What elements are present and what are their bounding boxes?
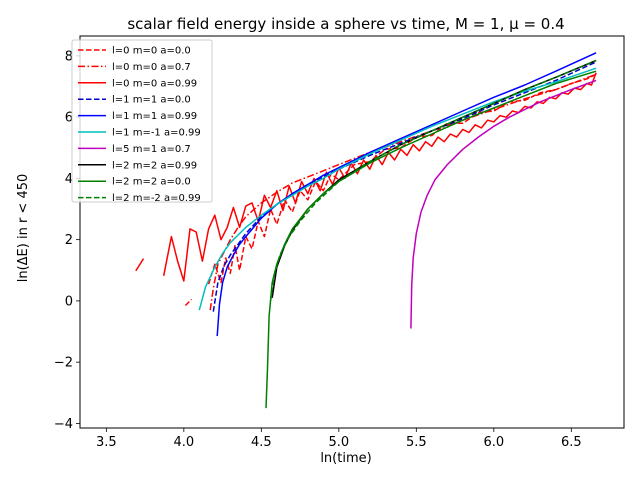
legend-box <box>71 39 213 203</box>
y-tick-label: 8 <box>65 49 73 64</box>
x-axis-label: ln(time) <box>320 451 371 466</box>
series-line-4-segment-0 <box>216 52 597 337</box>
x-axis: 3.5 4.0 4.5 5.0 5.5 6.0 6.5 <box>96 428 582 450</box>
series-line-2-segment-0 <box>135 258 145 272</box>
y-tick-label: 6 <box>65 111 73 126</box>
y-tick-label: −2 <box>54 356 73 371</box>
legend-label: l=1 m=-1 a=0.99 <box>112 128 201 139</box>
legend-label: l=2 m=2 a=0.0 <box>112 177 191 188</box>
chart-title: scalar field energy inside a sphere vs t… <box>127 15 564 33</box>
series-line-0-segment-0 <box>184 298 193 307</box>
x-tick-label: 4.0 <box>173 435 194 450</box>
plot-area <box>135 52 597 409</box>
x-tick-label: 3.5 <box>96 435 117 450</box>
legend-label: l=1 m=1 a=0.0 <box>112 95 191 106</box>
x-tick-label: 5.5 <box>406 435 427 450</box>
series-line-3-segment-0 <box>212 61 597 312</box>
y-axis: −4 −2 0 2 4 6 8 <box>54 49 80 432</box>
y-tick-label: 4 <box>65 172 73 187</box>
y-tick-label: −4 <box>54 417 73 432</box>
x-tick-label: 5.0 <box>328 435 349 450</box>
y-tick-label: 0 <box>65 294 73 309</box>
legend-label: l=2 m=2 a=0.99 <box>112 160 197 171</box>
y-tick-label: 2 <box>65 233 73 248</box>
series-line-0-segment-1 <box>207 73 597 285</box>
legend: l=0 m=0 a=0.0 l=0 m=0 a=0.7 l=0 m=0 a=0.99… <box>71 39 213 204</box>
legend-label: l=0 m=0 a=0.99 <box>112 78 197 89</box>
legend-label: l=2 m=-2 a=0.99 <box>112 193 201 204</box>
axes-frame <box>79 35 625 429</box>
legend-label: l=0 m=0 a=0.7 <box>112 62 191 73</box>
legend-label: l=1 m=1 a=0.99 <box>112 111 197 122</box>
x-tick-label: 6.0 <box>483 435 504 450</box>
legend-label: l=0 m=0 a=0.0 <box>112 46 191 57</box>
series-line-9-segment-0 <box>269 59 597 301</box>
x-tick-label: 4.5 <box>251 435 272 450</box>
series-line-5-segment-0 <box>198 67 597 311</box>
x-tick-label: 6.5 <box>561 435 582 450</box>
series-line-6-segment-0 <box>410 79 597 329</box>
series-line-2-segment-1 <box>162 72 597 282</box>
legend-label: l=5 m=1 a=0.7 <box>112 144 191 155</box>
y-axis-label: ln(ΔE) in r < 450 <box>16 174 31 283</box>
